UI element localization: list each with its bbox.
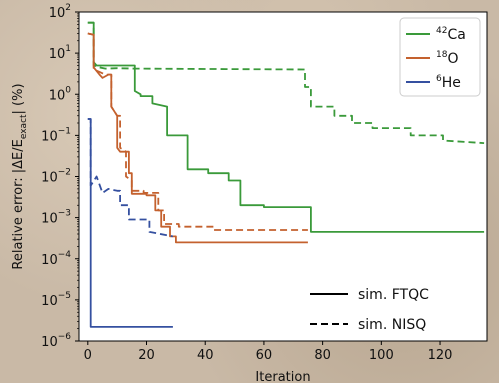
x-tick-label: 60	[256, 348, 273, 363]
legend-style-label: sim. FTQC	[358, 287, 429, 303]
y-tick-label: 10−1	[41, 126, 71, 144]
series-line-o-nisq	[87, 32, 308, 231]
x-axis-label: Iteration	[255, 370, 310, 383]
y-tick-label: 10−5	[41, 291, 71, 309]
y-axis-label-prefix: Relative error: |ΔE/E	[11, 139, 26, 269]
y-tick-label: 10−6	[41, 332, 71, 350]
x-tick-label: 0	[84, 348, 92, 363]
series-line-o-ftqc	[87, 32, 308, 244]
x-tick-label: 20	[138, 348, 155, 363]
x-tick-label: 100	[369, 348, 394, 363]
series-layer	[87, 21, 485, 328]
y-axis-label-subscript: exact	[19, 114, 29, 139]
y-axis-label-suffix: | (%)	[11, 83, 26, 114]
y-tick-label: 10−4	[41, 250, 71, 268]
legend-box	[399, 17, 481, 97]
x-tick-label: 80	[314, 348, 331, 363]
legend-species: 42Ca 18O 6He	[399, 17, 481, 97]
x-tick-label: 120	[428, 348, 453, 363]
series-line-he-nisq	[87, 118, 174, 238]
legend-styles: sim. FTQC sim. NISQ	[310, 287, 429, 333]
legend-label-he: 6He	[436, 74, 461, 91]
y-axis: 10−6 10−5 10−4 10−3 10−2 10−1 100 101 102	[41, 3, 79, 350]
series-line-ca-nisq	[87, 21, 485, 144]
y-tick-label: 10−2	[41, 168, 71, 186]
x-tick-label: 40	[197, 348, 214, 363]
y-tick-label: 100	[49, 85, 72, 103]
y-axis-label: Relative error: |ΔE/Eexact| (%)	[11, 83, 29, 269]
y-tick-label: 102	[49, 3, 71, 21]
y-tick-label: 101	[49, 44, 71, 62]
series-line-ca-ftqc	[87, 21, 485, 233]
x-axis: 0 20 40 60 80 100 120	[84, 341, 453, 363]
legend-label-ca: 42Ca	[436, 26, 466, 43]
legend-label-o: 18O	[436, 50, 458, 67]
y-tick-label: 10−3	[41, 209, 71, 227]
legend-style-label: sim. NISQ	[358, 317, 426, 333]
